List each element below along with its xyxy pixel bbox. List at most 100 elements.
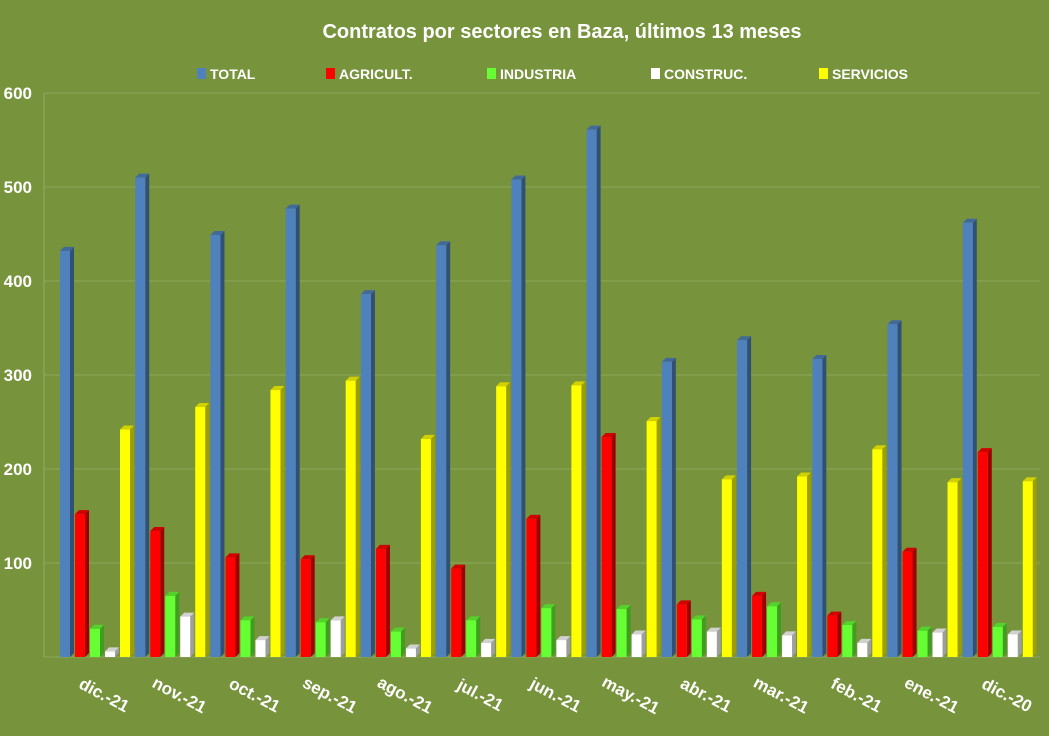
legend-item-servicios: SERVICIOS bbox=[819, 66, 908, 82]
bar-top bbox=[105, 647, 119, 652]
bar-industria-1 bbox=[165, 591, 180, 657]
x-tick-label: sep.-21 bbox=[299, 673, 360, 717]
bar-agricult-12 bbox=[977, 448, 992, 657]
bar-front bbox=[90, 628, 100, 657]
bar-servicios-2 bbox=[270, 386, 285, 657]
legend-swatch bbox=[197, 68, 206, 79]
bar-side bbox=[912, 547, 917, 657]
bar-front bbox=[345, 380, 356, 657]
bar-side bbox=[160, 527, 165, 657]
x-tick-label: feb.-21 bbox=[828, 674, 885, 717]
bar-front bbox=[1022, 481, 1033, 657]
x-tick-label: dic.-20 bbox=[979, 674, 1035, 716]
bar-top bbox=[180, 612, 195, 617]
bar-front bbox=[466, 620, 477, 657]
bar-front bbox=[481, 642, 492, 657]
bar-side bbox=[792, 631, 797, 657]
bar-front bbox=[887, 324, 898, 657]
bar-top bbox=[240, 616, 255, 621]
bar-industria-10 bbox=[842, 621, 857, 657]
bar-agricult-3 bbox=[300, 555, 315, 657]
bar-top bbox=[601, 433, 616, 438]
bar-industria-9 bbox=[767, 602, 782, 657]
bar-agricult-0 bbox=[75, 510, 89, 657]
bar-agricult-5 bbox=[451, 564, 466, 657]
bar-front bbox=[496, 386, 507, 657]
x-tick-label: dic.-21 bbox=[76, 674, 132, 716]
bar-total-9 bbox=[737, 336, 752, 657]
bar-construc-3 bbox=[330, 616, 345, 657]
bar-side bbox=[521, 175, 526, 658]
bar-front bbox=[420, 438, 431, 657]
bar-front bbox=[812, 359, 823, 657]
legend-item-construc: CONSTRUC. bbox=[651, 66, 747, 82]
x-tick-label: may.-21 bbox=[599, 672, 663, 718]
bar-servicios-11 bbox=[947, 478, 962, 657]
bar-side bbox=[1017, 630, 1022, 657]
bar-top bbox=[541, 604, 556, 609]
bar-servicios-0 bbox=[120, 425, 134, 657]
bar-front bbox=[721, 479, 732, 657]
bar-front bbox=[60, 250, 70, 658]
bar-side bbox=[340, 616, 345, 657]
bar-top bbox=[962, 218, 977, 223]
x-tick-label: ene.-21 bbox=[901, 673, 962, 717]
bar-side bbox=[957, 478, 962, 657]
bar-front bbox=[631, 634, 642, 657]
bar-total-8 bbox=[661, 357, 676, 657]
bar-industria-7 bbox=[616, 605, 631, 657]
bar-front bbox=[405, 648, 416, 657]
bar-total-0 bbox=[60, 246, 74, 658]
bar-top bbox=[135, 173, 150, 178]
bar-side bbox=[190, 612, 195, 657]
bar-front bbox=[165, 595, 176, 657]
bar-side bbox=[175, 591, 180, 657]
bar-front bbox=[977, 452, 988, 657]
legend-item-agricult: AGRICULT. bbox=[326, 66, 413, 82]
bar-side bbox=[85, 510, 89, 657]
bar-side bbox=[100, 624, 104, 657]
bar-front bbox=[330, 620, 341, 657]
bar-top bbox=[646, 417, 661, 422]
bar-front bbox=[240, 620, 251, 657]
bar-construc-8 bbox=[706, 627, 721, 657]
legend-swatch bbox=[326, 68, 335, 79]
y-tick-label: 600 bbox=[4, 84, 32, 103]
bar-side bbox=[295, 204, 300, 657]
bar-top bbox=[676, 600, 691, 605]
bar-construc-4 bbox=[405, 644, 420, 657]
bar-industria-8 bbox=[691, 615, 706, 657]
bar-side bbox=[1002, 622, 1007, 657]
legend-swatch bbox=[487, 68, 496, 79]
bar-side bbox=[220, 230, 225, 657]
bar-total-5 bbox=[436, 241, 451, 657]
legend-label: AGRICULT. bbox=[339, 66, 413, 82]
bar-side bbox=[205, 402, 210, 657]
bar-front bbox=[586, 129, 597, 657]
bar-front bbox=[661, 361, 672, 657]
bar-side bbox=[1032, 477, 1037, 657]
bar-side bbox=[927, 626, 932, 657]
bar-top bbox=[60, 246, 74, 251]
bar-front bbox=[105, 651, 115, 657]
bar-industria-12 bbox=[992, 622, 1007, 657]
bar-servicios-6 bbox=[571, 381, 586, 657]
bar-front bbox=[541, 608, 552, 657]
bar-total-6 bbox=[511, 175, 526, 658]
bar-side bbox=[581, 381, 586, 657]
bar-top bbox=[556, 636, 571, 641]
bar-front bbox=[902, 551, 913, 657]
gridlines bbox=[44, 92, 1040, 658]
bar-side bbox=[626, 605, 631, 657]
legend-label: INDUSTRIA bbox=[500, 66, 576, 82]
bar-side bbox=[822, 355, 827, 657]
bar-side bbox=[70, 246, 74, 658]
legend-label: CONSTRUC. bbox=[664, 66, 747, 82]
bar-total-12 bbox=[962, 218, 977, 657]
bar-front bbox=[962, 222, 973, 657]
bar-top bbox=[752, 591, 767, 596]
bar-servicios-4 bbox=[420, 434, 435, 657]
bar-side bbox=[987, 448, 992, 657]
bar-front bbox=[691, 619, 702, 657]
bar-front bbox=[195, 406, 206, 657]
